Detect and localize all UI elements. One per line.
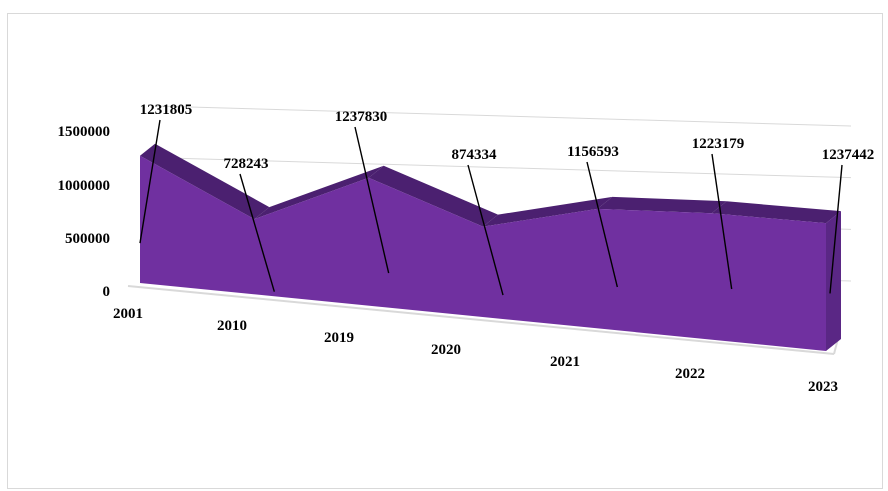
leader-line <box>711 153 733 290</box>
data-labels: 1231805 728243 1237830 874334 1156593 1223179… <box>139 102 875 296</box>
leader-line <box>354 126 390 274</box>
x-tick-label: 2019 <box>324 330 354 346</box>
leader-line <box>586 161 619 288</box>
data-label: 874334 <box>452 147 498 163</box>
data-label: 1237442 <box>822 147 875 163</box>
leader-line <box>239 173 276 292</box>
x-tick-label: 2020 <box>431 342 461 358</box>
y-tick-label: 0 <box>103 284 111 300</box>
leader-line <box>139 119 161 244</box>
gridline <box>154 157 852 179</box>
leader-line <box>467 164 504 296</box>
data-label: 1237830 <box>335 109 388 125</box>
area-series <box>140 143 841 351</box>
gridline <box>154 105 852 127</box>
area-side-face <box>826 211 841 351</box>
area-top-face <box>483 196 613 227</box>
y-tick-label: 500000 <box>65 231 110 247</box>
x-tick-label: 2021 <box>550 354 580 370</box>
data-label: 1223179 <box>692 136 745 152</box>
area-front-face <box>140 155 826 351</box>
y-tick-label: 1500000 <box>58 124 111 140</box>
x-tick-label: 2001 <box>113 306 143 322</box>
data-label: 1231805 <box>140 102 193 118</box>
area-top-face <box>597 196 727 214</box>
data-label: 728243 <box>224 156 269 172</box>
x-tick-label: 2010 <box>217 318 247 334</box>
y-tick-label: 1000000 <box>58 178 111 194</box>
x-tick-label: 2022 <box>675 366 705 382</box>
area-top-face <box>711 201 841 224</box>
area-top-face <box>368 165 498 227</box>
leader-line <box>829 164 843 294</box>
area-top-face <box>254 165 384 220</box>
data-label: 1156593 <box>567 144 619 160</box>
floor-edge <box>127 285 835 355</box>
area-top-face <box>140 143 270 220</box>
x-tick-label: 2023 <box>808 379 838 395</box>
